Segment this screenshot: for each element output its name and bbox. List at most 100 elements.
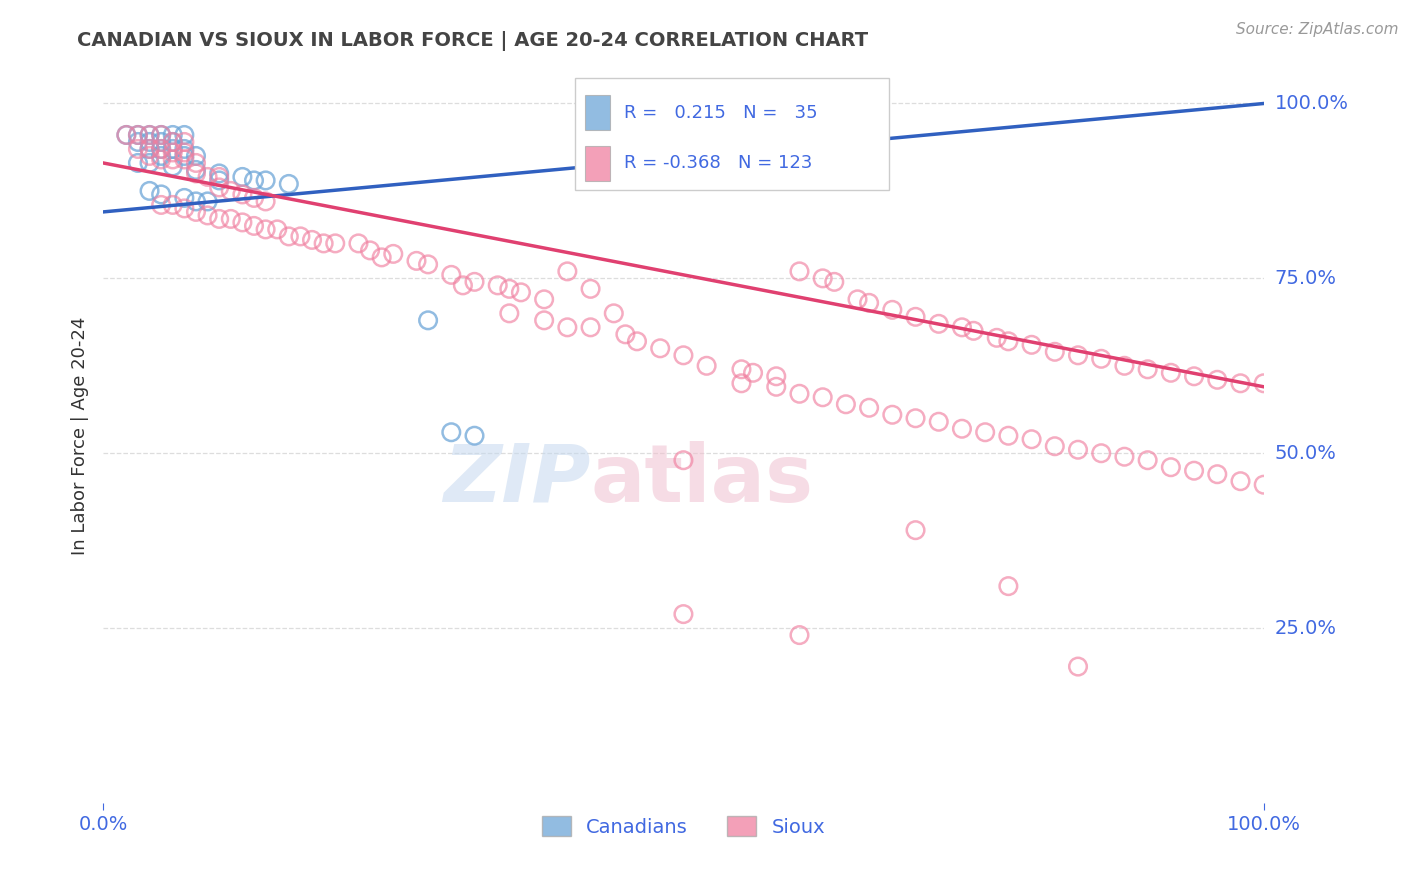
Point [730, 362, 752, 376]
Point [323, 236, 346, 251]
Point [1253, 376, 1275, 391]
Point [614, 327, 637, 342]
Point [127, 142, 149, 156]
Point [672, 453, 695, 467]
Point [184, 156, 207, 170]
Text: 50.0%: 50.0% [1275, 443, 1337, 463]
Point [846, 293, 869, 307]
Point [789, 628, 811, 642]
Point [254, 194, 277, 209]
Point [789, 264, 811, 278]
Point [173, 128, 195, 142]
Point [1229, 376, 1251, 391]
Point [197, 194, 219, 209]
Point [416, 313, 439, 327]
Point [1182, 369, 1205, 384]
FancyBboxPatch shape [585, 95, 610, 130]
FancyBboxPatch shape [575, 78, 889, 190]
Legend: Canadians, Sioux: Canadians, Sioux [534, 808, 832, 845]
Point [127, 128, 149, 142]
Point [138, 142, 160, 156]
Point [440, 268, 463, 282]
Point [231, 187, 253, 202]
Point [463, 428, 485, 442]
Point [184, 149, 207, 163]
Point [672, 607, 695, 621]
Point [197, 208, 219, 222]
Point [498, 282, 520, 296]
Point [127, 156, 149, 170]
Point [1206, 467, 1229, 482]
Point [882, 408, 904, 422]
Point [347, 236, 370, 251]
Point [603, 306, 626, 320]
Point [138, 184, 160, 198]
Point [243, 173, 266, 187]
Point [1114, 359, 1136, 373]
Point [557, 264, 579, 278]
Point [1067, 659, 1090, 673]
Point [208, 180, 231, 194]
Point [277, 229, 299, 244]
Point [370, 251, 392, 265]
Point [997, 428, 1019, 442]
Point [1160, 366, 1182, 380]
Point [1114, 450, 1136, 464]
Point [789, 386, 811, 401]
Text: ZIP: ZIP [443, 441, 591, 519]
Point [127, 135, 149, 149]
Text: R = -0.368   N = 123: R = -0.368 N = 123 [624, 154, 813, 172]
Point [858, 296, 880, 310]
Point [150, 149, 173, 163]
Point [162, 145, 184, 160]
Point [150, 153, 173, 167]
Point [219, 211, 242, 226]
Point [277, 177, 299, 191]
Point [173, 142, 195, 156]
Point [162, 198, 184, 212]
Point [1021, 432, 1043, 446]
Point [440, 425, 463, 440]
Point [928, 415, 950, 429]
Point [150, 142, 173, 156]
Point [811, 390, 834, 404]
Point [254, 173, 277, 187]
Text: 25.0%: 25.0% [1275, 618, 1337, 638]
Point [127, 128, 149, 142]
Point [1043, 439, 1066, 453]
Point [150, 128, 173, 142]
Point [962, 324, 984, 338]
Point [1160, 460, 1182, 475]
Point [290, 229, 312, 244]
Point [301, 233, 323, 247]
Point [950, 320, 973, 334]
Point [974, 425, 997, 440]
Point [115, 128, 138, 142]
Point [254, 222, 277, 236]
Point [1043, 344, 1066, 359]
Point [162, 142, 184, 156]
Point [882, 302, 904, 317]
Point [997, 334, 1019, 349]
Point [138, 142, 160, 156]
Point [557, 320, 579, 334]
Text: R =   0.215   N =   35: R = 0.215 N = 35 [624, 103, 818, 121]
Point [150, 187, 173, 202]
Point [1090, 446, 1112, 460]
Point [823, 275, 845, 289]
Point [405, 253, 427, 268]
Point [1090, 351, 1112, 366]
Point [1253, 477, 1275, 491]
Point [742, 366, 765, 380]
Point [173, 149, 195, 163]
Point [672, 348, 695, 362]
Point [533, 293, 555, 307]
Point [1136, 362, 1159, 376]
Point [928, 317, 950, 331]
Point [173, 135, 195, 149]
Point [1021, 338, 1043, 352]
Point [510, 285, 533, 300]
Point [173, 153, 195, 167]
Point [184, 205, 207, 219]
Point [208, 169, 231, 184]
